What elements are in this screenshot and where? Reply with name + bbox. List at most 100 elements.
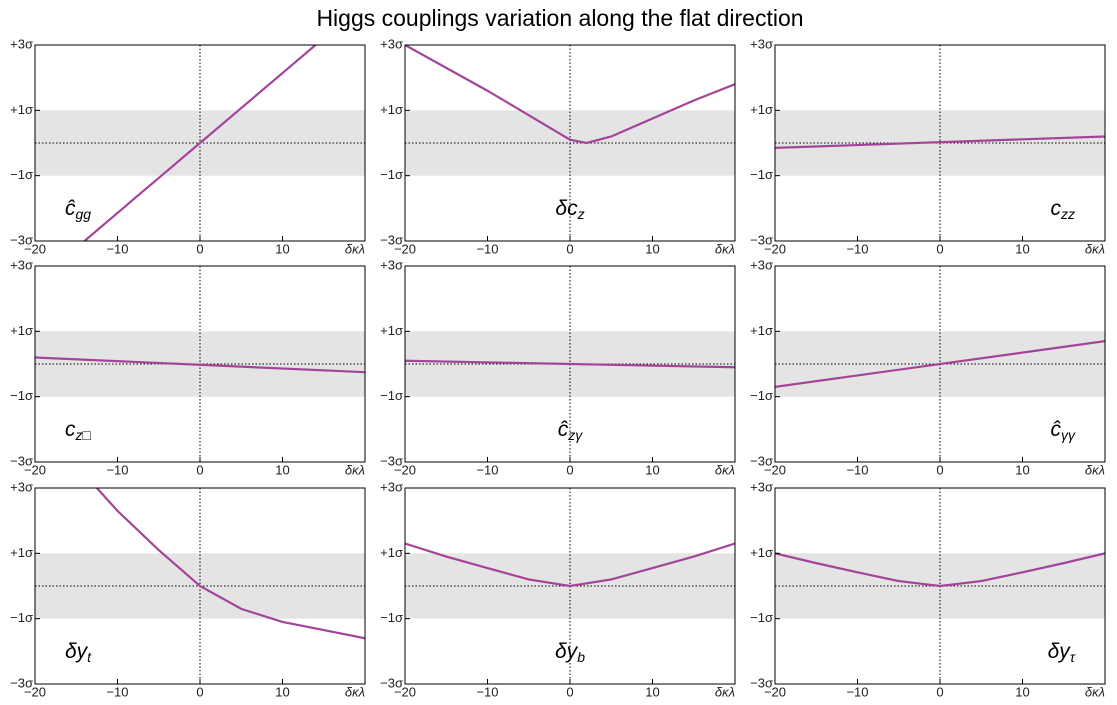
x-tick-label: δκλ [715,684,735,699]
x-tick-label: δκλ [715,462,735,477]
x-tick-label: 10 [275,684,289,699]
x-tick-label: −10 [476,462,498,477]
x-tick-label: 0 [566,462,573,477]
y-tick-label: +3σ [380,479,403,494]
x-tick-label: 0 [196,462,203,477]
x-tick-label: −20 [24,241,46,256]
x-tick-label: 10 [275,462,289,477]
label-sub: τ [1070,649,1076,665]
y-tick-label: −1σ [380,388,403,403]
label-main: c [1051,197,1062,220]
panel-label: cz□ [65,418,92,443]
y-tick-label: +3σ [750,479,773,494]
panel: −3σ −1σ +1σ +3σ −20 −10 0 10 δκλ ĉgg [10,36,366,256]
label-main: ĉ [1051,418,1062,441]
x-tick-label: δκλ [345,241,365,256]
x-tick-label: 0 [566,684,573,699]
label-main: δy [555,640,579,663]
curve [83,45,317,241]
y-tick-label: +1σ [750,323,773,338]
x-tick-label: −10 [846,462,868,477]
panel-label: δyb [555,640,585,665]
x-tick-label: 0 [936,241,943,256]
y-tick-label: +1σ [380,323,403,338]
panel-label: ĉzγ [558,418,584,443]
label-sub: b [577,649,585,665]
x-tick-label: 0 [566,241,573,256]
curve [405,542,735,588]
panel: −3σ −1σ +1σ +3σ −20 −10 0 10 δκλ δcz [380,36,736,256]
panel: −3σ −1σ +1σ +3σ −20 −10 0 10 δκλ ĉγγ [750,257,1106,477]
y-tick-label: +1σ [10,545,33,560]
y-tick-label: −1σ [10,388,33,403]
panel-label: czz [1051,197,1076,222]
y-tick-label: +1σ [750,545,773,560]
y-tick-label: −3σ [380,232,403,247]
x-tick-label: −20 [24,684,46,699]
label-main: ĉ [65,197,76,220]
y-tick-label: −1σ [750,167,773,182]
y-tick-label: −3σ [380,675,403,690]
panel-label: ĉγγ [1051,418,1077,443]
curve [775,552,1105,588]
label-sub: t [87,649,92,665]
x-tick-label: 10 [275,241,289,256]
panel-label: δyt [65,640,92,665]
x-tick-label: δκλ [345,684,365,699]
label-sub: zγ [567,427,583,443]
x-tick-label: δκλ [715,241,735,256]
curve [96,488,365,640]
x-tick-label: δκλ [345,462,365,477]
x-tick-label: −20 [764,684,786,699]
y-tick-label: +3σ [750,36,773,51]
figure-title: Higgs couplings variation along the flat… [316,5,803,31]
y-tick-label: +1σ [380,545,403,560]
x-tick-label: 10 [1015,241,1029,256]
panel-label: δyτ [1048,640,1076,665]
y-tick-label: +1σ [10,102,33,117]
y-tick-label: +1σ [750,102,773,117]
y-tick-label: −3σ [750,453,773,468]
panel: −3σ −1σ +1σ +3σ −20 −10 0 10 δκλ cz□ [10,257,366,477]
x-tick-label: −10 [106,462,128,477]
y-tick-label: +3σ [750,257,773,272]
x-tick-label: 0 [196,684,203,699]
x-tick-label: −10 [476,241,498,256]
y-tick-label: −3σ [10,232,33,247]
x-tick-label: 10 [1015,684,1029,699]
curve [775,135,1105,149]
panel: −3σ −1σ +1σ +3σ −20 −10 0 10 δκλ δyτ [750,479,1106,699]
x-tick-label: δκλ [1085,241,1105,256]
panel: −3σ −1σ +1σ +3σ −20 −10 0 10 δκλ ĉzγ [380,257,736,477]
y-tick-label: +3σ [10,257,33,272]
y-tick-label: −1σ [750,610,773,625]
label-sub: z [577,206,585,222]
y-tick-label: −3σ [750,675,773,690]
y-tick-label: −1σ [10,167,33,182]
x-tick-label: −20 [394,462,416,477]
y-tick-label: −1σ [380,167,403,182]
label-sub: zz [1060,206,1075,222]
x-tick-label: 0 [936,684,943,699]
x-tick-label: −10 [106,241,128,256]
x-tick-label: −20 [394,241,416,256]
x-tick-label: 0 [936,462,943,477]
label-main: c [65,418,76,441]
x-tick-label: 10 [1015,462,1029,477]
x-tick-label: δκλ [1085,684,1105,699]
label-sub: gg [76,206,92,222]
y-tick-label: −3σ [750,232,773,247]
panel-label: δcz [555,197,584,222]
x-tick-label: −10 [476,684,498,699]
x-tick-label: −20 [764,462,786,477]
panel-label: ĉgg [65,197,91,222]
x-tick-label: 10 [645,684,659,699]
x-tick-label: −20 [24,462,46,477]
y-tick-label: +3σ [10,479,33,494]
x-tick-label: 10 [645,462,659,477]
curve [35,356,365,374]
label-main: δy [1048,640,1072,663]
y-tick-label: +3σ [10,36,33,51]
y-tick-label: −1σ [750,388,773,403]
